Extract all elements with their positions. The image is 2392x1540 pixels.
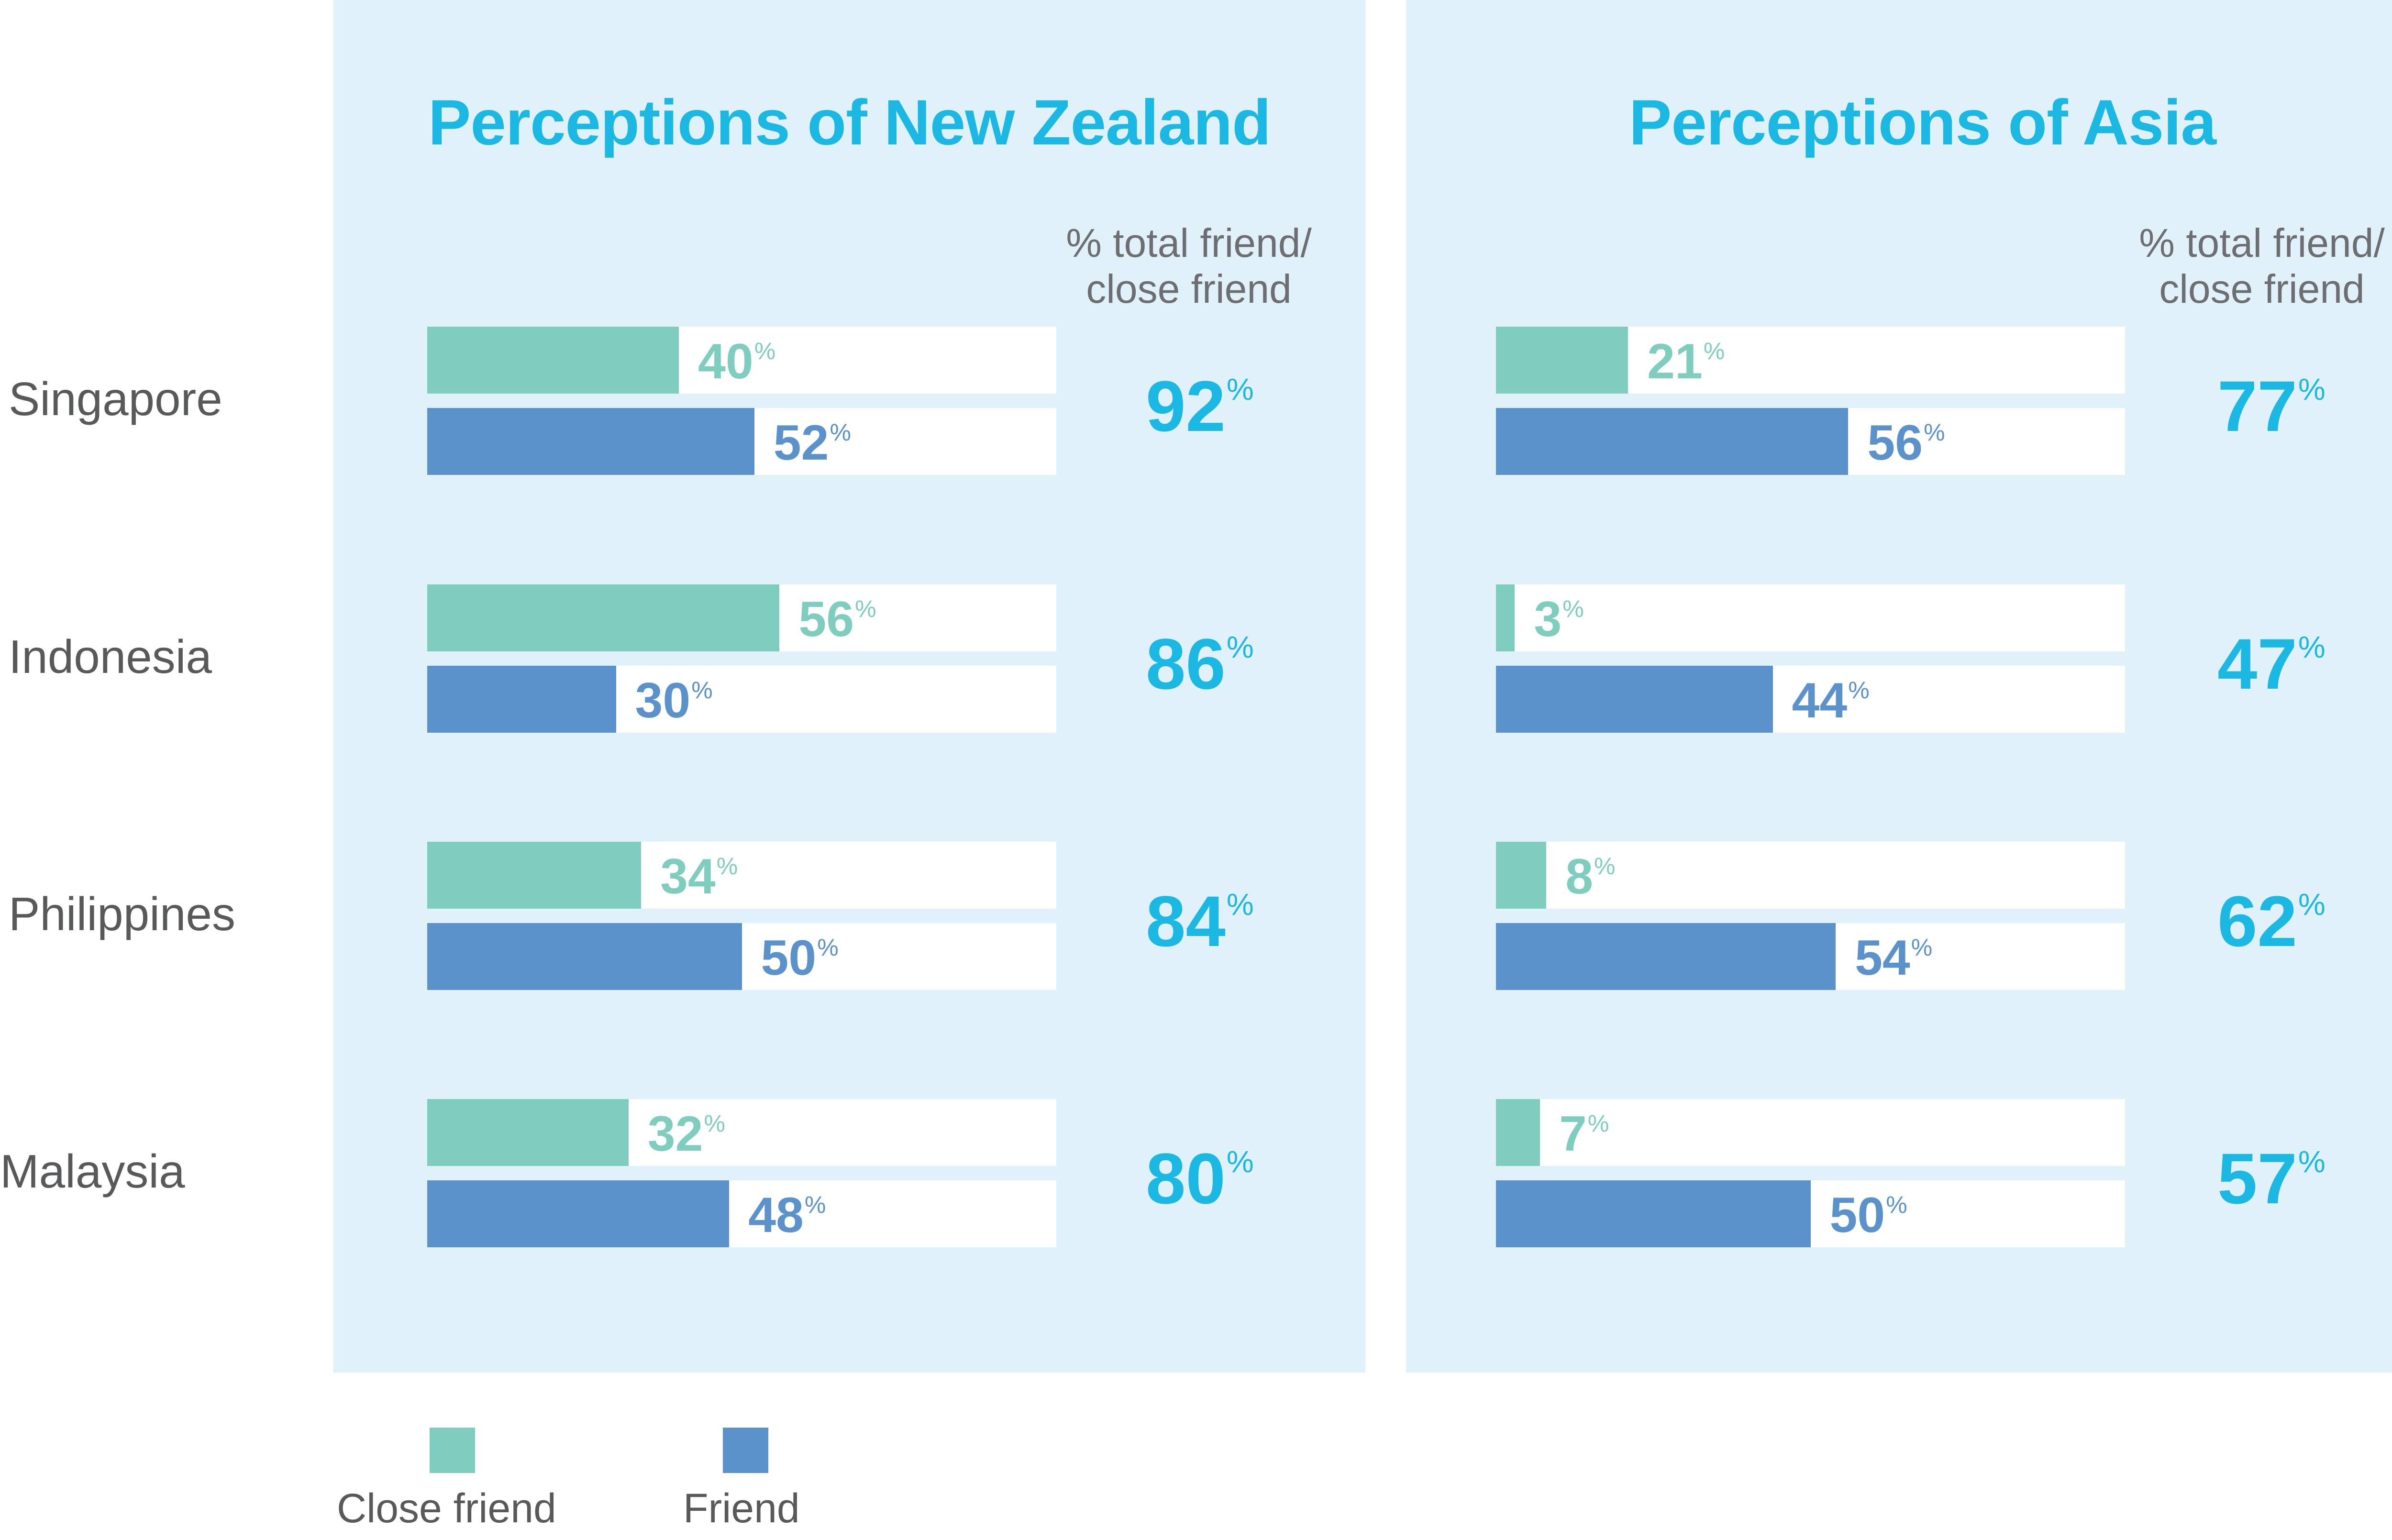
bar-track: 50% [1496, 1180, 2125, 1247]
data-label: 30% [635, 673, 713, 728]
bar-close-friend [1496, 327, 1628, 394]
data-label: 34% [660, 849, 738, 904]
total-value: 57% [2217, 1138, 2326, 1219]
data-label: 40% [698, 334, 776, 389]
legend-label-close-friend: Close friend [337, 1485, 556, 1531]
data-label: 52% [773, 415, 851, 471]
bar-track: 7% [1496, 1099, 2125, 1166]
data-label: 21% [1647, 334, 1725, 389]
bar-track: 52% [427, 408, 1056, 475]
data-label: 50% [761, 930, 839, 986]
bar-track: 50% [427, 923, 1056, 990]
total-header-asia: % total friend/ close friend [2139, 220, 2385, 311]
data-label: 44% [1792, 673, 1870, 728]
bar-close-friend [1496, 584, 1515, 651]
total-value: 47% [2217, 624, 2326, 704]
bar-track: 40% [427, 327, 1056, 394]
total-value: 62% [2217, 881, 2326, 961]
bar-friend [427, 1180, 730, 1247]
bar-friend [427, 666, 616, 733]
data-label: 56% [798, 592, 876, 647]
data-label: 56% [1867, 415, 1945, 471]
data-label: 7% [1559, 1106, 1609, 1162]
country-label: Indonesia [9, 630, 212, 683]
bar-track: 3% [1496, 584, 2125, 651]
bar-close-friend [1496, 1099, 1540, 1166]
data-label: 8% [1565, 849, 1616, 904]
data-label: 32% [647, 1106, 725, 1162]
bar-friend [427, 408, 754, 475]
panel-title-asia: Perceptions of Asia [1628, 87, 2216, 158]
total-value: 80% [1146, 1138, 1254, 1219]
bar-close-friend [427, 584, 780, 651]
bar-close-friend [427, 327, 679, 394]
country-label: Singapore [9, 373, 222, 425]
bar-friend [1496, 923, 1836, 990]
bar-friend [1496, 1180, 1811, 1247]
total-value: 92% [1146, 366, 1254, 446]
bar-close-friend [427, 1099, 629, 1166]
bar-track: 30% [427, 666, 1056, 733]
country-label: Philippines [9, 888, 235, 940]
data-label: 48% [748, 1188, 826, 1243]
bar-track: 32% [427, 1099, 1056, 1166]
bar-track: 56% [1496, 408, 2125, 475]
data-label: 3% [1534, 592, 1584, 647]
legend-label-friend: Friend [683, 1485, 800, 1531]
bar-track: 44% [1496, 666, 2125, 733]
data-label: 50% [1829, 1188, 1907, 1243]
bar-track: 34% [427, 842, 1056, 909]
total-value: 77% [2217, 366, 2326, 446]
bar-friend [1496, 408, 1849, 475]
legend-swatch-friend [723, 1428, 768, 1473]
data-label: 54% [1855, 930, 1933, 986]
total-value: 86% [1146, 624, 1254, 704]
bar-track: 48% [427, 1180, 1056, 1247]
bar-track: 21% [1496, 327, 2125, 394]
bar-track: 8% [1496, 842, 2125, 909]
total-value: 84% [1146, 881, 1254, 961]
bar-close-friend [1496, 842, 1547, 909]
bar-track: 54% [1496, 923, 2125, 990]
bar-friend [1496, 666, 1773, 733]
bar-track: 56% [427, 584, 1056, 651]
bar-friend [427, 923, 742, 990]
country-label: Malaysia [0, 1145, 185, 1198]
total-header-new-zealand: % total friend/ close friend [1066, 220, 1312, 311]
panel-title-new-zealand: Perceptions of New Zealand [428, 87, 1271, 158]
bar-close-friend [427, 842, 642, 909]
legend-swatch-close-friend [430, 1428, 475, 1473]
